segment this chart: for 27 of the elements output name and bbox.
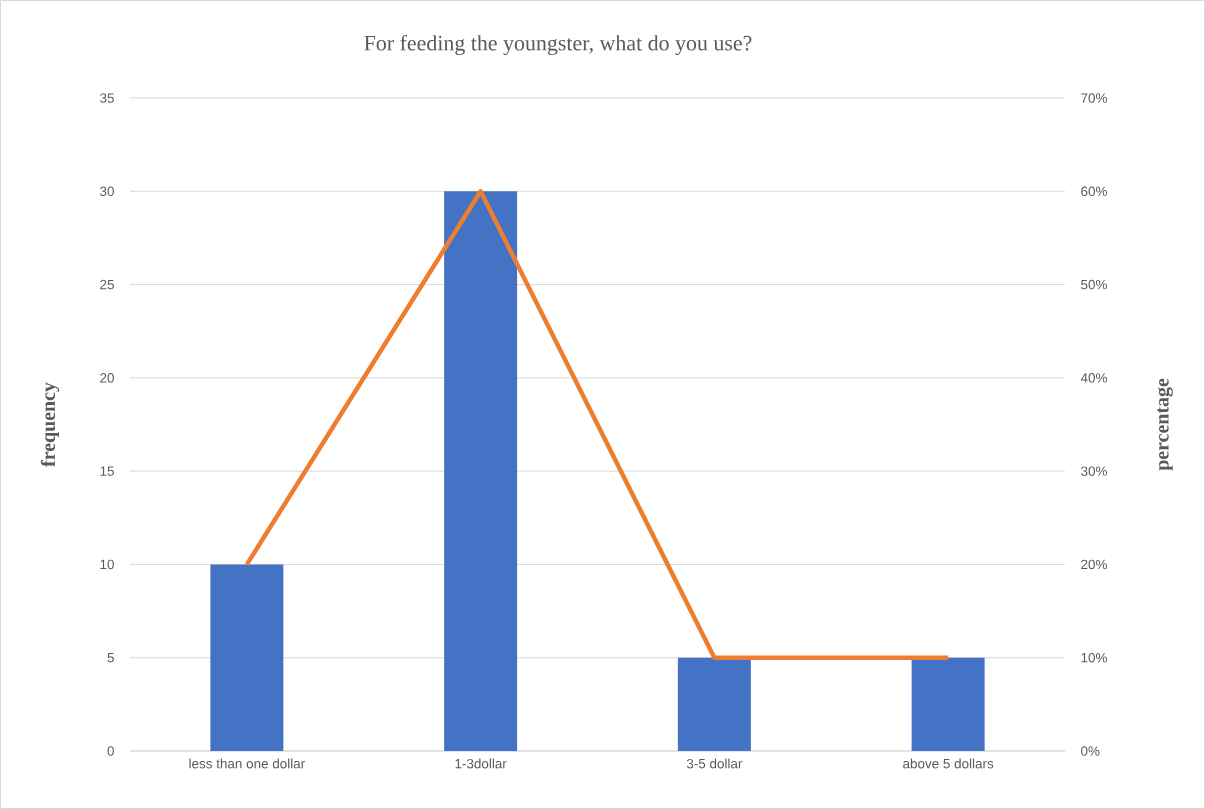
y-tick-label: 5	[107, 653, 114, 663]
y-tick-label: 0	[107, 746, 114, 756]
y2-tick-label: 70%	[1081, 93, 1107, 103]
bar	[677, 657, 751, 751]
y2-tick-label: 40%	[1080, 373, 1107, 383]
y2-tick-label: 60%	[1081, 186, 1107, 197]
chart-title: For feeding the youngster, what do you use?	[364, 34, 752, 56]
x-tick-label: 1-3dollar	[455, 758, 507, 769]
y-tick-label: 10	[100, 559, 114, 570]
y2-tick-label: 30%	[1081, 466, 1107, 476]
y-tick-label: 30	[100, 186, 114, 197]
x-tick-label: less than one dollar	[189, 758, 305, 769]
y-tick-label: 15	[100, 466, 114, 476]
y2-tick-label: 10%	[1081, 652, 1107, 663]
y-tick-label: 25	[100, 279, 114, 290]
y2-tick-label: 0%	[1081, 746, 1100, 756]
bar	[444, 191, 518, 751]
y2-axis-title: percentage	[1157, 378, 1173, 471]
y2-tick-label: 50%	[1081, 279, 1107, 290]
y-tick-label: 35	[100, 93, 114, 103]
y-axis-title: frequency	[40, 382, 60, 467]
x-tick-label: 3-5 dollar	[686, 758, 743, 769]
bar	[210, 564, 284, 751]
y-tick-label: 20	[100, 373, 114, 383]
y2-tick-label: 20%	[1081, 559, 1107, 570]
bar	[911, 657, 985, 751]
x-tick-label: above 5 dollars	[903, 758, 994, 769]
